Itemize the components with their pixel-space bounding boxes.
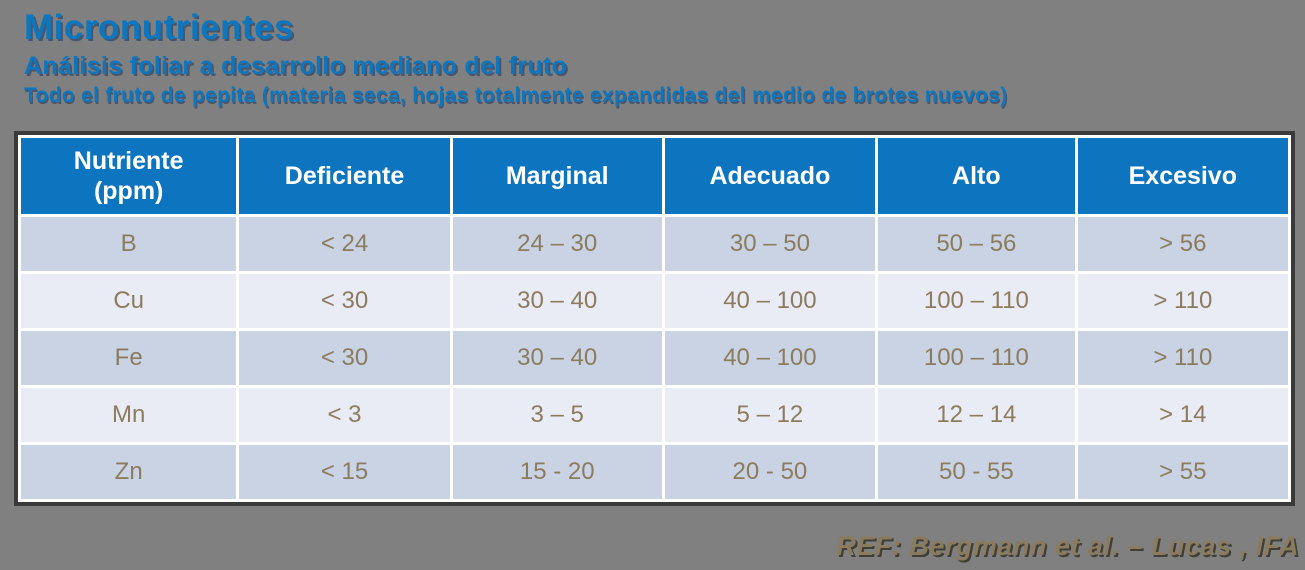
cell-value: 5 – 12 — [664, 388, 876, 442]
nutrients-table: Nutriente (ppm) Deficiente Marginal Adec… — [14, 131, 1295, 506]
cell-value: 100 – 110 — [878, 331, 1075, 385]
header-deficiente: Deficiente — [239, 138, 450, 214]
cell-value: 100 – 110 — [878, 274, 1075, 328]
table-row-zn: Zn < 15 15 - 20 20 - 50 50 - 55 > 55 — [21, 445, 1288, 499]
cell-value: 3 – 5 — [452, 388, 662, 442]
cell-value: > 56 — [1077, 217, 1288, 271]
cell-value: 40 – 100 — [664, 274, 876, 328]
slide-subtitle: Análisis foliar a desarrollo mediano del… — [24, 51, 568, 80]
cell-value: 50 - 55 — [878, 445, 1075, 499]
reference-citation: REF: Bergmann et al. – Lucas , IFA — [836, 531, 1299, 561]
header-excesivo: Excesivo — [1077, 138, 1288, 214]
cell-nutrient: Zn — [21, 445, 237, 499]
header-alto: Alto — [878, 138, 1075, 214]
table-row-cu: Cu < 30 30 – 40 40 – 100 100 – 110 > 110 — [21, 274, 1288, 328]
cell-value: > 110 — [1077, 331, 1288, 385]
cell-nutrient: Mn — [21, 388, 237, 442]
cell-nutrient: B — [21, 217, 237, 271]
table-row-mn: Mn < 3 3 – 5 5 – 12 12 – 14 > 14 — [21, 388, 1288, 442]
table-row-b: B < 24 24 – 30 30 – 50 50 – 56 > 56 — [21, 217, 1288, 271]
cell-value: < 30 — [239, 331, 450, 385]
cell-value: 30 – 50 — [664, 217, 876, 271]
table-row-fe: Fe < 30 30 – 40 40 – 100 100 – 110 > 110 — [21, 331, 1288, 385]
cell-value: < 15 — [239, 445, 450, 499]
cell-value: 24 – 30 — [452, 217, 662, 271]
header-marginal: Marginal — [452, 138, 662, 214]
header-adecuado: Adecuado — [664, 138, 876, 214]
cell-value: > 55 — [1077, 445, 1288, 499]
title-block: Micronutrientes Análisis foliar a desarr… — [24, 5, 1008, 109]
cell-value: 12 – 14 — [878, 388, 1075, 442]
cell-value: > 110 — [1077, 274, 1288, 328]
cell-value: 30 – 40 — [452, 274, 662, 328]
cell-value: 20 - 50 — [664, 445, 876, 499]
cell-value: < 3 — [239, 388, 450, 442]
header-nutriente: Nutriente (ppm) — [21, 138, 237, 214]
cell-value: < 24 — [239, 217, 450, 271]
cell-value: 40 – 100 — [664, 331, 876, 385]
cell-value: > 14 — [1077, 388, 1288, 442]
cell-value: 15 - 20 — [452, 445, 662, 499]
cell-value: 30 – 40 — [452, 331, 662, 385]
cell-value: 50 – 56 — [878, 217, 1075, 271]
slide-title: Micronutrientes — [24, 8, 295, 47]
cell-value: < 30 — [239, 274, 450, 328]
cell-nutrient: Fe — [21, 331, 237, 385]
cell-nutrient: Cu — [21, 274, 237, 328]
table-header-row: Nutriente (ppm) Deficiente Marginal Adec… — [21, 138, 1288, 214]
nutrients-table-container: Nutriente (ppm) Deficiente Marginal Adec… — [14, 131, 1295, 506]
slide-subtitle-detail: Todo el fruto de pepita (materia seca, h… — [24, 83, 1008, 107]
